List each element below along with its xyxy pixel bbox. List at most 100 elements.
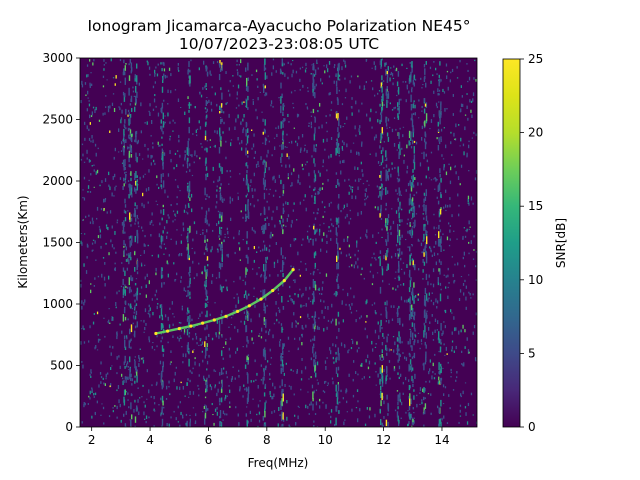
noise-pixel <box>447 86 449 91</box>
noise-pixel <box>455 327 457 331</box>
noise-pixel <box>167 195 169 198</box>
noise-pixel <box>381 327 383 330</box>
noise-pixel <box>332 356 334 360</box>
noise-pixel <box>290 63 292 66</box>
interference-segment <box>188 256 190 261</box>
noise-pixel <box>430 179 433 181</box>
noise-pixel <box>447 361 449 364</box>
interference-segment <box>411 425 413 427</box>
noise-pixel <box>90 375 92 378</box>
noise-pixel <box>178 139 180 143</box>
noise-pixel <box>288 121 290 123</box>
noise-pixel <box>125 210 127 214</box>
noise-pixel <box>216 411 218 416</box>
noise-pixel <box>94 143 97 147</box>
interference-segment <box>280 404 282 410</box>
noise-pixel <box>251 147 253 150</box>
noise-pixel <box>110 352 112 356</box>
noise-pixel <box>138 153 141 156</box>
noise-pixel <box>208 195 210 199</box>
interference-segment <box>314 92 316 99</box>
noise-pixel <box>93 169 95 172</box>
noise-pixel <box>114 83 116 86</box>
interference-segment <box>279 68 282 75</box>
noise-pixel <box>189 369 191 373</box>
noise-pixel <box>268 140 270 143</box>
noise-pixel <box>93 313 95 315</box>
noise-pixel <box>466 93 468 95</box>
noise-pixel <box>397 338 399 342</box>
noise-pixel <box>436 196 438 199</box>
noise-pixel <box>251 188 253 192</box>
noise-pixel <box>422 269 424 273</box>
noise-pixel <box>463 151 465 156</box>
noise-pixel <box>83 402 85 405</box>
interference-segment <box>411 367 414 371</box>
interference-segment <box>130 154 133 158</box>
noise-pixel <box>393 349 395 353</box>
noise-pixel <box>104 383 106 386</box>
interference-segment <box>246 268 248 272</box>
noise-pixel <box>365 233 367 237</box>
interference-segment <box>205 336 207 340</box>
noise-pixel <box>229 354 231 358</box>
noise-pixel <box>468 170 470 172</box>
interference-segment <box>397 102 399 107</box>
interference-segment <box>398 394 400 398</box>
noise-pixel <box>426 159 428 162</box>
noise-pixel <box>215 277 218 279</box>
interference-segment <box>129 356 131 363</box>
noise-pixel <box>464 329 466 333</box>
interference-segment <box>282 194 284 197</box>
noise-pixel <box>112 316 114 321</box>
noise-pixel <box>208 99 210 103</box>
noise-pixel <box>157 141 159 145</box>
noise-pixel <box>372 234 374 238</box>
noise-pixel <box>442 403 445 405</box>
noise-pixel <box>422 213 424 215</box>
interference-segment <box>128 118 130 126</box>
interference-segment <box>380 133 382 140</box>
interference-segment <box>414 373 416 379</box>
noise-pixel <box>427 393 430 395</box>
interference-segment <box>409 230 412 236</box>
noise-pixel <box>177 421 179 423</box>
noise-pixel <box>86 125 88 130</box>
interference-segment <box>385 150 387 158</box>
noise-pixel <box>463 362 465 365</box>
noise-pixel <box>402 381 404 385</box>
noise-pixel <box>135 278 138 280</box>
noise-pixel <box>313 346 315 348</box>
noise-pixel <box>102 406 105 410</box>
interference-segment <box>409 305 411 312</box>
interference-segment <box>408 209 411 214</box>
noise-pixel <box>248 293 250 296</box>
interference-segment <box>206 147 208 153</box>
noise-pixel <box>386 157 388 161</box>
interference-segment <box>409 398 411 406</box>
noise-pixel <box>321 238 323 242</box>
noise-pixel <box>322 401 324 404</box>
noise-pixel <box>325 121 328 124</box>
interference-segment <box>187 227 189 231</box>
interference-segment <box>220 422 223 427</box>
noise-pixel <box>226 170 228 173</box>
noise-pixel <box>331 377 334 380</box>
interference-segment <box>189 75 191 84</box>
interference-segment <box>124 119 126 124</box>
interference-segment <box>397 268 400 273</box>
noise-pixel <box>325 115 327 118</box>
noise-pixel <box>114 147 116 152</box>
interference-segment <box>130 177 132 182</box>
noise-pixel <box>179 154 181 158</box>
interference-segment <box>188 255 190 258</box>
interference-segment <box>335 367 338 374</box>
noise-pixel <box>432 268 435 273</box>
interference-segment <box>385 344 387 351</box>
noise-pixel <box>417 298 419 301</box>
noise-pixel <box>258 165 260 167</box>
interference-segment <box>399 241 401 246</box>
interference-segment <box>205 280 207 286</box>
noise-pixel <box>147 201 149 204</box>
interference-segment <box>264 306 266 314</box>
